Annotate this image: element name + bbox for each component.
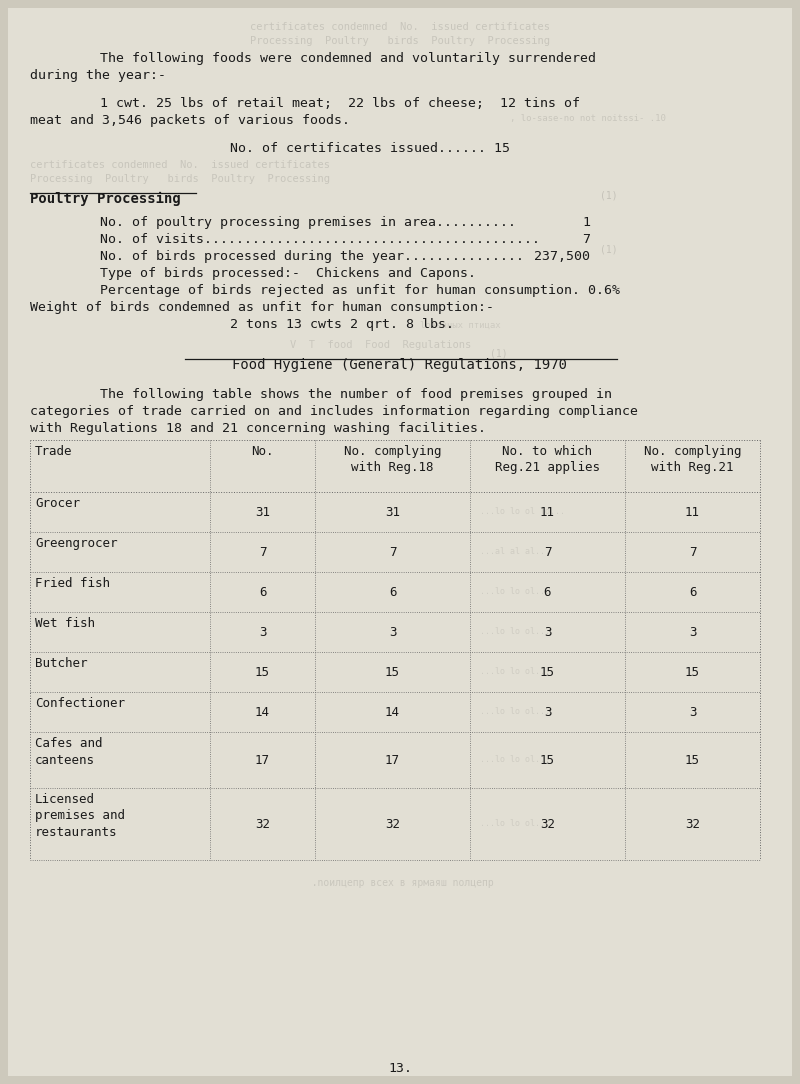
- Text: 14: 14: [255, 706, 270, 719]
- Text: 32: 32: [685, 817, 700, 830]
- Text: 11: 11: [540, 505, 555, 518]
- Text: No. complying
with Reg.18: No. complying with Reg.18: [344, 446, 442, 475]
- Text: ...al al al...: ...al al al...: [480, 547, 550, 556]
- Text: 32: 32: [540, 817, 555, 830]
- Text: Confectioner: Confectioner: [35, 697, 125, 710]
- Text: No.: No.: [251, 446, 274, 459]
- Text: 15: 15: [685, 666, 700, 679]
- Text: Weight of birds condemned as unfit for human consumption:-: Weight of birds condemned as unfit for h…: [30, 301, 494, 314]
- Text: 1: 1: [582, 216, 590, 229]
- Text: Greengrocer: Greengrocer: [35, 537, 118, 550]
- Text: 6: 6: [544, 585, 551, 598]
- Text: ...lo lo ol...: ...lo lo ol...: [480, 588, 550, 596]
- Text: categories of trade carried on and includes information regarding compliance: categories of trade carried on and inclu…: [30, 405, 638, 418]
- Text: 7: 7: [544, 545, 551, 558]
- Text: (1): (1): [490, 348, 508, 358]
- Text: 15: 15: [540, 666, 555, 679]
- Text: 17: 17: [385, 753, 400, 766]
- Text: Processing  Poultry   birds  Poultry  Processing: Processing Poultry birds Poultry Process…: [30, 175, 330, 184]
- Text: 31: 31: [385, 505, 400, 518]
- Text: Percentage of birds rejected as unfit for human consumption. 0.6%: Percentage of birds rejected as unfit fo…: [100, 284, 620, 297]
- Text: 31: 31: [255, 505, 270, 518]
- Text: 2 tons 13 cwts 2 qrt. 8 lbs.: 2 tons 13 cwts 2 qrt. 8 lbs.: [230, 318, 454, 331]
- Text: 6: 6: [689, 585, 696, 598]
- Text: 7: 7: [389, 545, 396, 558]
- Text: 14: 14: [385, 706, 400, 719]
- Text: Wet fish: Wet fish: [35, 617, 95, 630]
- Text: (1): (1): [600, 190, 618, 201]
- Text: 3: 3: [689, 625, 696, 638]
- Text: 3: 3: [258, 625, 266, 638]
- Text: certificates condemned  No.  issued certificates: certificates condemned No. issued certif…: [250, 22, 550, 33]
- Text: No. to which
Reg.21 applies: No. to which Reg.21 applies: [495, 446, 600, 475]
- Text: Butcher: Butcher: [35, 657, 87, 670]
- Text: The following foods were condemned and voluntarily surrendered: The following foods were condemned and v…: [100, 52, 596, 65]
- Text: 6: 6: [389, 585, 396, 598]
- Text: certificates condemned  No.  issued certificates: certificates condemned No. issued certif…: [30, 160, 330, 170]
- Text: with Regulations 18 and 21 concerning washing facilities.: with Regulations 18 and 21 concerning wa…: [30, 422, 486, 435]
- Text: 32: 32: [385, 817, 400, 830]
- Text: Grocer: Grocer: [35, 496, 80, 509]
- Text: Fried fish: Fried fish: [35, 577, 110, 590]
- Text: 13.: 13.: [388, 1062, 412, 1075]
- Text: .noилцепр всех в ярмаяш noлцепр: .noилцепр всех в ярмаяш noлцепр: [200, 878, 494, 888]
- Text: (1): (1): [600, 245, 618, 255]
- Text: 15: 15: [685, 753, 700, 766]
- Text: 15: 15: [540, 753, 555, 766]
- Text: loженных птицах: loженных птицах: [420, 321, 501, 330]
- Text: 17: 17: [255, 753, 270, 766]
- Text: No. of visits..........................................: No. of visits...........................…: [100, 233, 540, 246]
- Text: 6: 6: [258, 585, 266, 598]
- Text: ...lo lo ol...: ...lo lo ol...: [480, 668, 550, 676]
- Text: Processing  Poultry   birds  Poultry  Processing: Processing Poultry birds Poultry Process…: [250, 36, 550, 46]
- Text: V  T  food  Food  Regulations: V T food Food Regulations: [290, 340, 471, 350]
- Text: 15: 15: [255, 666, 270, 679]
- Text: 15: 15: [385, 666, 400, 679]
- Text: No. complying
with Reg.21: No. complying with Reg.21: [644, 446, 742, 475]
- Text: during the year:-: during the year:-: [30, 69, 166, 82]
- Text: 237,500: 237,500: [534, 250, 590, 263]
- Text: No. of certificates issued...... 15: No. of certificates issued...... 15: [230, 142, 510, 155]
- Text: 7: 7: [689, 545, 696, 558]
- Text: Poultry Processing: Poultry Processing: [30, 192, 181, 206]
- Text: 3: 3: [389, 625, 396, 638]
- Text: No. of birds processed during the year...............: No. of birds processed during the year..…: [100, 250, 524, 263]
- Text: The following table shows the number of food premises grouped in: The following table shows the number of …: [100, 388, 612, 401]
- Text: ...lo lo ol...: ...lo lo ol...: [480, 756, 550, 764]
- Text: ...lo lo ol lo...: ...lo lo ol lo...: [480, 507, 565, 516]
- Text: 11: 11: [685, 505, 700, 518]
- Text: 3: 3: [689, 706, 696, 719]
- Text: ...lo lo ol...: ...lo lo ol...: [480, 628, 550, 636]
- Text: Type of birds processed:-  Chickens and Capons.: Type of birds processed:- Chickens and C…: [100, 267, 476, 280]
- Text: ...lo lo ol...: ...lo lo ol...: [480, 820, 550, 828]
- Text: 3: 3: [544, 706, 551, 719]
- Text: 1 cwt. 25 lbs of retail meat;  22 lbs of cheese;  12 tins of: 1 cwt. 25 lbs of retail meat; 22 lbs of …: [100, 96, 580, 109]
- Text: 7: 7: [258, 545, 266, 558]
- Text: 32: 32: [255, 817, 270, 830]
- Text: Licensed
premises and
restaurants: Licensed premises and restaurants: [35, 793, 125, 839]
- Text: Cafes and
canteens: Cafes and canteens: [35, 737, 102, 766]
- Text: ...lo lo ol...: ...lo lo ol...: [480, 708, 550, 717]
- Text: Trade: Trade: [35, 446, 73, 459]
- Text: , lo-sase-no not noitssi- .10: , lo-sase-no not noitssi- .10: [510, 114, 666, 122]
- Text: Food Hygiene (General) Regulations, 1970: Food Hygiene (General) Regulations, 1970: [233, 358, 567, 372]
- Text: 3: 3: [544, 625, 551, 638]
- Text: 7: 7: [582, 233, 590, 246]
- Text: meat and 3,546 packets of various foods.: meat and 3,546 packets of various foods.: [30, 114, 350, 127]
- Text: No. of poultry processing premises in area..........: No. of poultry processing premises in ar…: [100, 216, 516, 229]
